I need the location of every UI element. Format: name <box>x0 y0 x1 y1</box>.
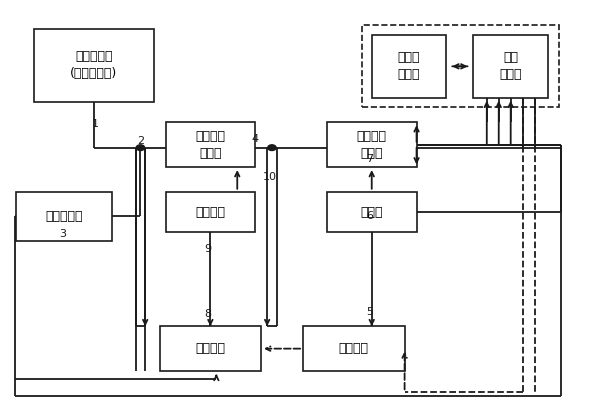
Bar <box>473 35 548 98</box>
Text: 引流装置: 引流装置 <box>339 342 369 355</box>
Text: 废液瓶: 废液瓶 <box>361 206 383 218</box>
Bar <box>327 122 416 167</box>
Text: 3: 3 <box>59 230 66 240</box>
Text: 置换称重
传感器: 置换称重 传感器 <box>195 130 225 160</box>
Text: 6: 6 <box>367 211 373 221</box>
Bar <box>165 122 255 167</box>
Bar <box>16 192 112 240</box>
Text: 运动
控制卡: 运动 控制卡 <box>499 51 522 82</box>
Circle shape <box>268 145 276 151</box>
Bar <box>34 29 153 102</box>
Text: 压力传感器: 压力传感器 <box>45 210 82 223</box>
Text: 穿刺针针座
(患者连接处): 穿刺针针座 (患者连接处) <box>70 50 118 80</box>
Bar <box>159 326 261 371</box>
Bar <box>362 25 559 107</box>
Text: 4: 4 <box>251 134 259 144</box>
Bar <box>165 192 255 233</box>
Bar <box>303 326 405 371</box>
Text: 7: 7 <box>367 154 373 164</box>
Text: 1: 1 <box>92 119 99 129</box>
Bar <box>371 35 447 98</box>
Text: 一体化
计算机: 一体化 计算机 <box>398 51 421 82</box>
Text: 8: 8 <box>204 309 211 319</box>
Text: 治疗液瓶: 治疗液瓶 <box>195 206 225 218</box>
Text: 10: 10 <box>263 172 277 183</box>
Bar <box>327 192 416 233</box>
Text: 5: 5 <box>367 307 373 317</box>
Text: 置换装置: 置换装置 <box>195 342 225 355</box>
Text: 2: 2 <box>137 136 144 146</box>
Text: 引流称重
传感器: 引流称重 传感器 <box>357 130 387 160</box>
Text: 9: 9 <box>204 244 211 254</box>
Circle shape <box>136 145 145 151</box>
